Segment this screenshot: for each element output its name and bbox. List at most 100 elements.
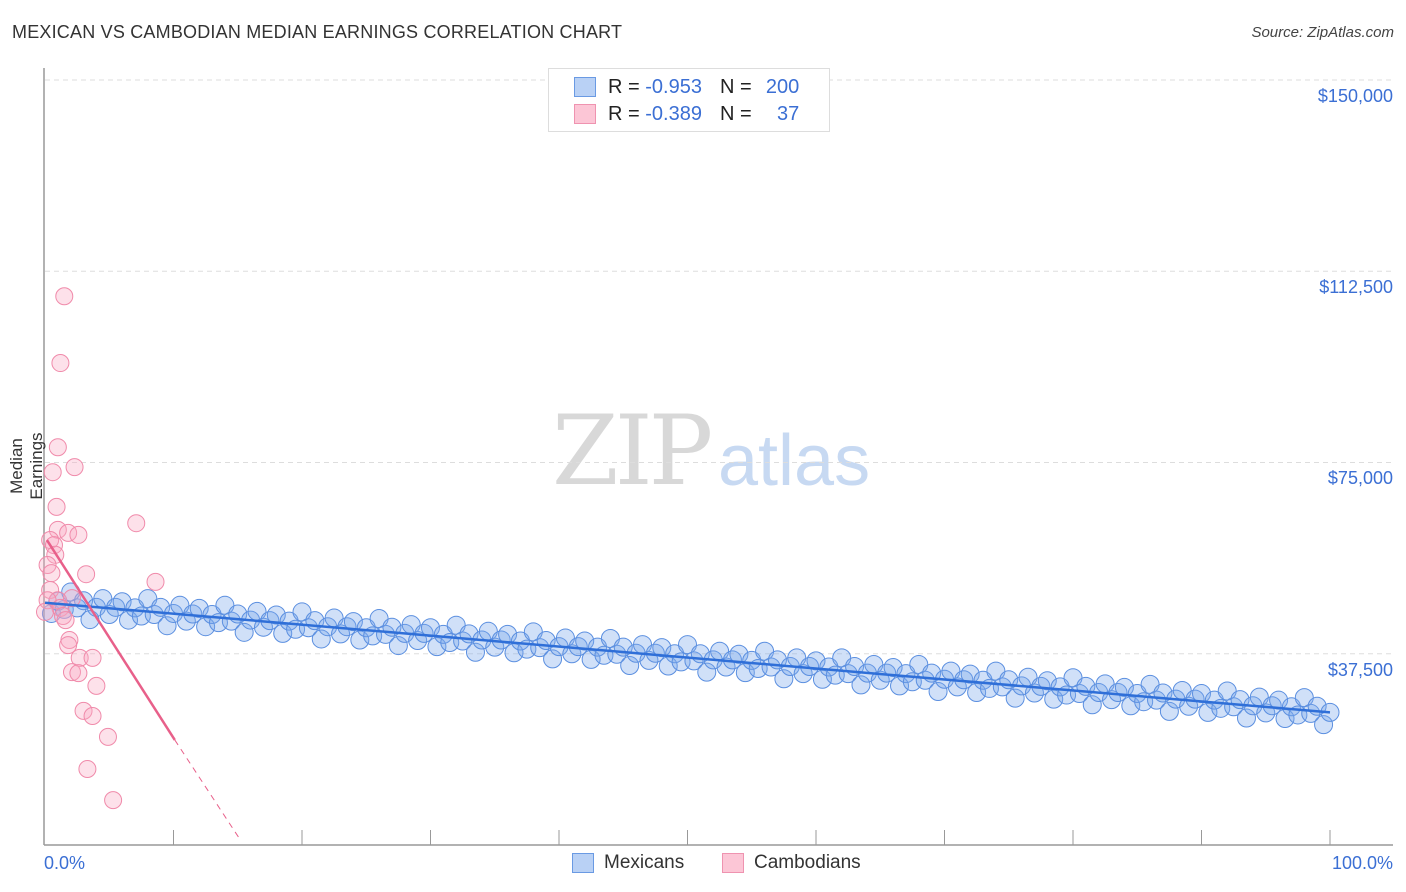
cambodians-point [56,611,75,630]
mexicans-point [221,611,241,631]
x-tick-label: 100.0% [1331,853,1393,873]
cambodians-point [78,760,97,779]
mexicans-point [189,598,209,618]
cambodians-point [87,676,106,695]
mexicans-point [465,642,485,662]
n-value: 200 [765,75,800,98]
cambodians-point [55,287,74,306]
cambodians-point [62,663,81,682]
mexicans-point [196,617,216,637]
mexicans-point [620,655,640,675]
mexicans-point [947,677,967,697]
mexicans-point [1198,702,1218,722]
cambodians-point [98,727,117,746]
cambodians-point [48,438,67,457]
cambodians-point [127,514,146,533]
mexicans-point [234,622,254,642]
mexicans-point [1082,695,1102,715]
mexicans-point [157,616,177,636]
legend-row-mexicans: R = -0.953 N = 200 [574,74,799,100]
mexicans-point [1224,697,1244,717]
cambodians-point [104,791,123,810]
blue-swatch-icon [574,77,596,97]
cambodians-point [83,706,102,725]
mexicans-point [992,677,1012,697]
cambodians-trend-line [45,539,176,741]
pink-swatch-icon [574,104,596,124]
r-value: -0.389 [645,102,702,125]
cambodians-point [65,458,84,477]
watermark-atlas: atlas [718,421,871,501]
legend-item-cambodians: Cambodians [722,852,861,874]
correlation-legend: R = -0.953 N = 200 R = -0.389 N = 37 [548,68,830,132]
mexicans-point [774,669,794,689]
mexicans-point [684,651,704,671]
mexicans-point [761,657,781,677]
y-tick-label: $75,000 [1327,468,1393,488]
legend-row-cambodians: R = -0.389 N = 37 [574,101,799,127]
mexicans-point [388,636,408,656]
cambodians-point [47,497,66,516]
cambodians-point [59,636,78,655]
cambodians-point [43,463,62,482]
mexicans-point [1236,708,1256,728]
cambodians-point [41,581,60,599]
mexicans-point [99,604,119,624]
x-tick-label: 0.0% [44,853,86,873]
cambodians-point [44,536,63,555]
mexicans-point [967,683,987,703]
watermark-zip: ZIP [552,395,713,507]
r-value: -0.953 [645,75,702,98]
mexicans-point [838,664,858,684]
n-label: N = [719,75,752,98]
y-tick-label: $112,500 [1319,277,1393,297]
mexicans-point [697,662,717,682]
cambodians-point [42,564,61,583]
mexicans-point [1114,677,1134,697]
cambodians-point [77,565,96,584]
mexicans-point [870,670,890,690]
cambodians-point [69,525,88,544]
legend-label: Mexicans [604,852,685,873]
mexicans-point [112,592,132,612]
legend-item-mexicans: Mexicans [572,852,684,874]
mexicans-point [793,664,813,684]
mexicans-point [1147,690,1167,710]
mexicans-point [266,605,286,625]
mexicans-point [453,631,473,651]
mexicans-point [729,644,749,664]
chart-title: MEXICAN VS CAMBODIAN MEDIAN EARNINGS COR… [12,22,623,42]
cambodians-point [69,664,88,683]
mexicans-point [273,623,293,643]
mexicans-point [915,670,935,690]
mexicans-point [376,624,396,644]
cambodians-point [146,572,165,591]
mexicans-point [851,675,871,695]
mexicans-point [1005,688,1025,708]
mexicans-point [678,635,697,655]
mexicans-point [806,651,826,671]
y-tick-label: $150,000 [1317,86,1393,106]
r-label: R = [608,102,640,125]
mexicans-point [144,604,164,624]
mexicans-point [1301,703,1321,723]
mexicans-point [883,658,903,678]
mexicans-point [716,657,736,677]
mexicans-trend-line [44,601,1331,714]
cambodians-point [83,648,102,667]
cambodians-point [62,589,81,608]
source-label: Source: ZipAtlas.com [1251,24,1394,41]
legend-label: Cambodians [754,852,861,873]
mexicans-point [1314,715,1334,735]
mexicans-point [176,611,196,631]
y-axis-label: Median Earnings [7,432,46,500]
mexicans-point [350,630,370,650]
cambodians-trend-extension [174,739,241,841]
mexicans-point [1037,671,1057,691]
y-tick-label: $37,500 [1327,660,1393,680]
mexicans-point [1159,701,1179,721]
mexicans-point [67,598,87,618]
n-value: 37 [776,102,800,125]
